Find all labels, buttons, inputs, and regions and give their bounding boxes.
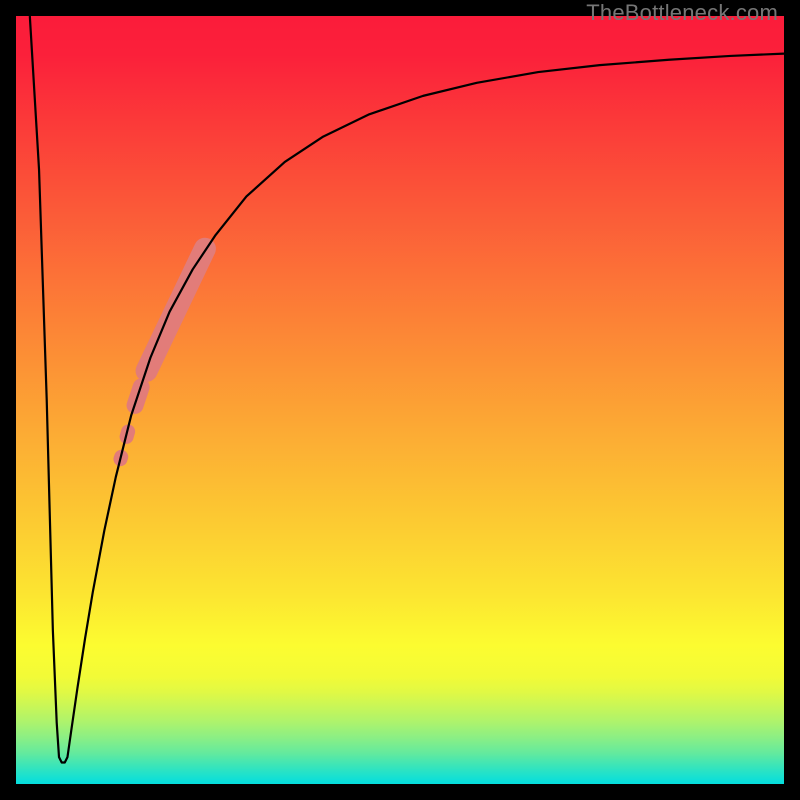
chart-overlay <box>16 16 784 784</box>
figure-frame: TheBottleneck.com <box>0 0 800 800</box>
plot-area <box>16 16 784 784</box>
watermark-text: TheBottleneck.com <box>586 0 778 26</box>
highlight-band <box>120 249 204 459</box>
